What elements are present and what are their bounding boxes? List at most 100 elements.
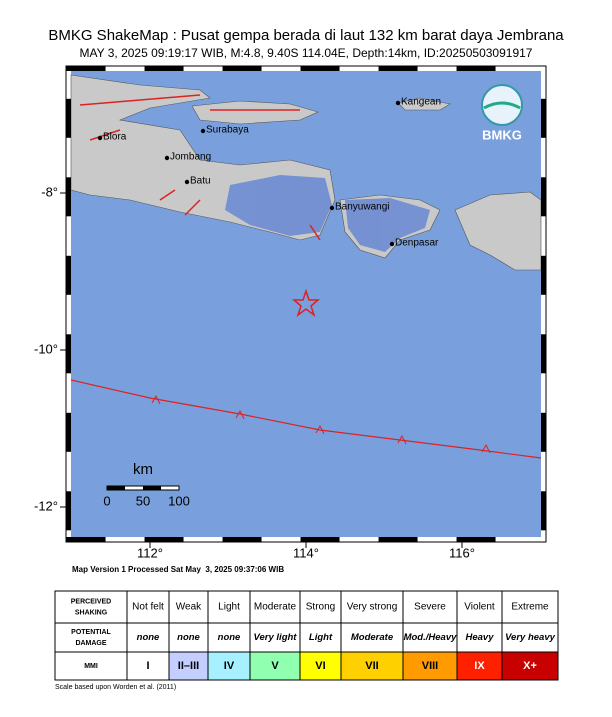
legend: PERCEIVED SHAKING Not felt Weak Light Moderat…: [54, 590, 559, 681]
place-dot: [395, 100, 401, 106]
row-label: PERCEIVED: [71, 598, 111, 605]
legend-text: Heavy: [466, 632, 495, 643]
frame-seg: [300, 66, 340, 71]
subtitle: MAY 3, 2025 09:19:17 WIB, M:4.8, 9.40S 1…: [80, 46, 533, 60]
lon-label: 112°: [137, 545, 163, 560]
place-label: Blora: [103, 132, 127, 143]
lat-label: -12°: [34, 498, 58, 513]
frame-seg: [66, 66, 106, 71]
title: BMKG ShakeMap : Pusat gempa berada di la…: [48, 27, 564, 44]
scale-unit: km: [133, 461, 153, 478]
frame-seg: [456, 537, 496, 542]
place-dot: [164, 155, 170, 161]
legend-text: IV: [224, 660, 235, 672]
legend-text: Not felt: [132, 602, 164, 613]
legend-cell: [299, 622, 342, 653]
legend-text: Moderate: [351, 632, 394, 643]
legend-cell: [501, 590, 559, 624]
legend-text: Very heavy: [505, 632, 556, 643]
frame-seg: [66, 491, 71, 531]
place-dot: [200, 128, 206, 134]
legend-text: VIII: [422, 660, 439, 672]
lon-label: 116°: [449, 545, 475, 560]
lon-label: 114°: [293, 545, 319, 560]
legend-cell: [168, 590, 209, 624]
legend-cell: [54, 651, 128, 681]
frame-seg: [222, 537, 262, 542]
lat-label: -8°: [41, 184, 58, 199]
place-label: Jombang: [170, 152, 211, 163]
legend-text: none: [137, 632, 160, 643]
logo: BMKG: [481, 84, 523, 142]
frame-seg: [541, 334, 546, 374]
frame-seg: [66, 255, 71, 295]
legend-cell: [501, 622, 559, 653]
shaking-area: [225, 175, 430, 252]
scale-tick-label: 0: [103, 493, 110, 508]
scale-tick-label: 100: [168, 493, 190, 508]
frame-seg: [541, 491, 546, 531]
legend-text: I: [146, 660, 149, 672]
row-label: DAMAGE: [75, 640, 106, 647]
frame-seg: [66, 334, 71, 374]
legend-text: IX: [474, 660, 485, 672]
legend-text: none: [177, 632, 200, 643]
legend-text: Weak: [176, 602, 202, 613]
frame-seg: [541, 412, 546, 452]
frame-seg: [66, 412, 71, 452]
version: Map Version 1 Processed Sat May 3, 2025 …: [72, 565, 284, 574]
legend-cell: [402, 622, 458, 653]
legend-text: VII: [365, 660, 378, 672]
legend-cell: [249, 651, 301, 681]
legend-cell: [207, 651, 251, 681]
place-label: Denpasar: [395, 238, 439, 249]
legend-cell: [299, 651, 342, 681]
scale-bar: km: [106, 461, 180, 491]
legend-text: Light: [218, 602, 240, 613]
legend-text: Mod./Heavy: [404, 632, 458, 643]
legend-cell: [207, 622, 251, 653]
frame-seg: [222, 66, 262, 71]
legend-cell: [126, 590, 170, 624]
place-dot: [389, 241, 395, 247]
frame-seg: [541, 255, 546, 295]
legend-text: V: [271, 660, 279, 672]
logo-text: BMKG: [482, 127, 522, 142]
place-label: Banyuwangi: [335, 202, 389, 213]
legend-cell: [54, 622, 128, 653]
legend-cell: [456, 590, 503, 624]
legend-text: Light: [309, 632, 333, 643]
epicenter: [291, 288, 321, 318]
legend-cell: [54, 590, 128, 624]
place-dot: [184, 179, 190, 185]
legend-cell: [501, 651, 559, 681]
frame-seg: [144, 66, 184, 71]
legend-text: Severe: [414, 602, 446, 613]
place-dot: [329, 205, 335, 211]
legend-text: Violent: [464, 602, 495, 613]
faults: [70, 94, 542, 459]
row-label: MMI: [84, 663, 98, 670]
legend-text: X+: [523, 660, 537, 672]
frame-seg: [378, 66, 418, 71]
frame-seg: [378, 537, 418, 542]
footnote: Scale based upon Worden et al. (2011): [55, 684, 176, 691]
legend-text: Strong: [306, 602, 335, 613]
legend-text: VI: [315, 660, 325, 672]
legend-text: II–III: [178, 660, 199, 672]
legend-text: Moderate: [254, 602, 297, 613]
lat-label: -10°: [34, 341, 58, 356]
place-label: Batu: [190, 176, 211, 187]
frame-seg: [541, 177, 546, 217]
frame-seg: [456, 66, 496, 71]
frame-seg: [66, 537, 106, 542]
map-frame: [66, 66, 546, 542]
frame-seg: [541, 98, 546, 138]
place-dot: [97, 135, 103, 141]
place-label: Surabaya: [206, 125, 249, 136]
row-label: SHAKING: [75, 609, 108, 616]
frame-seg: [66, 177, 71, 217]
trench-marks: [151, 394, 491, 454]
legend-cell: [340, 651, 404, 681]
